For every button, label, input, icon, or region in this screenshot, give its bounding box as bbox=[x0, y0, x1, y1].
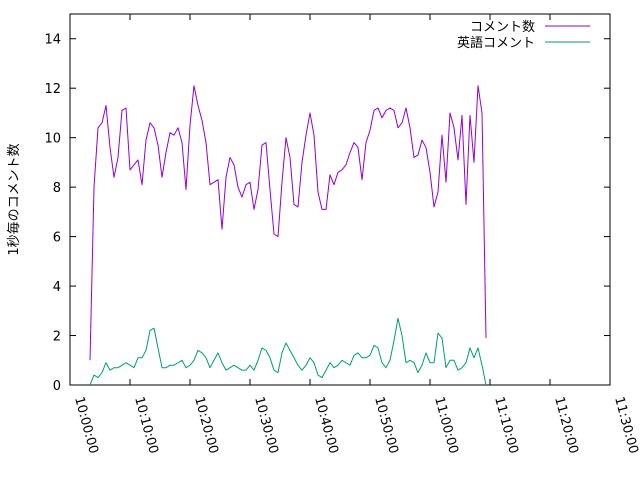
x-tick-label: 11:00:00 bbox=[431, 395, 461, 455]
x-tick-label: 10:30:00 bbox=[251, 395, 281, 455]
x-tick-label: 10:40:00 bbox=[311, 395, 341, 455]
legend-label: コメント数 bbox=[470, 20, 535, 35]
y-axis: 0 2 4 6 8 10 12 14 bbox=[44, 33, 610, 394]
plot-frame bbox=[69, 13, 611, 386]
y-tick-label: 2 bbox=[53, 330, 61, 345]
y-tick-label: 6 bbox=[53, 231, 61, 246]
y-axis-title: 1秒毎のコメント数 bbox=[6, 143, 22, 255]
series-line bbox=[89, 85, 487, 361]
series-2 bbox=[89, 317, 487, 386]
x-tick-label: 11:30:00 bbox=[611, 395, 640, 455]
legend-label: 英語コメント bbox=[457, 35, 535, 51]
y-tick-label: 4 bbox=[53, 280, 61, 295]
x-tick-label: 10:10:00 bbox=[131, 395, 161, 455]
y-tick-label: 12 bbox=[44, 82, 61, 97]
x-tick-label: 11:20:00 bbox=[551, 395, 581, 455]
x-axis: 10:00:00 10:10:00 10:20:00 10:30:00 10:40:00… bbox=[69, 14, 640, 455]
x-tick-label: 11:10:00 bbox=[491, 395, 521, 455]
y-tick-label: 10 bbox=[44, 132, 61, 147]
x-tick-label: 10:00:00 bbox=[71, 395, 101, 455]
x-tick-label: 10:50:00 bbox=[371, 395, 401, 455]
y-tick-label: 14 bbox=[44, 33, 61, 48]
series-line bbox=[89, 317, 487, 386]
series-1 bbox=[89, 85, 487, 361]
x-tick-label: 10:20:00 bbox=[191, 395, 221, 455]
series-layer bbox=[89, 85, 487, 386]
y-tick-label: 0 bbox=[53, 379, 61, 394]
y-tick-label: 8 bbox=[53, 181, 61, 196]
